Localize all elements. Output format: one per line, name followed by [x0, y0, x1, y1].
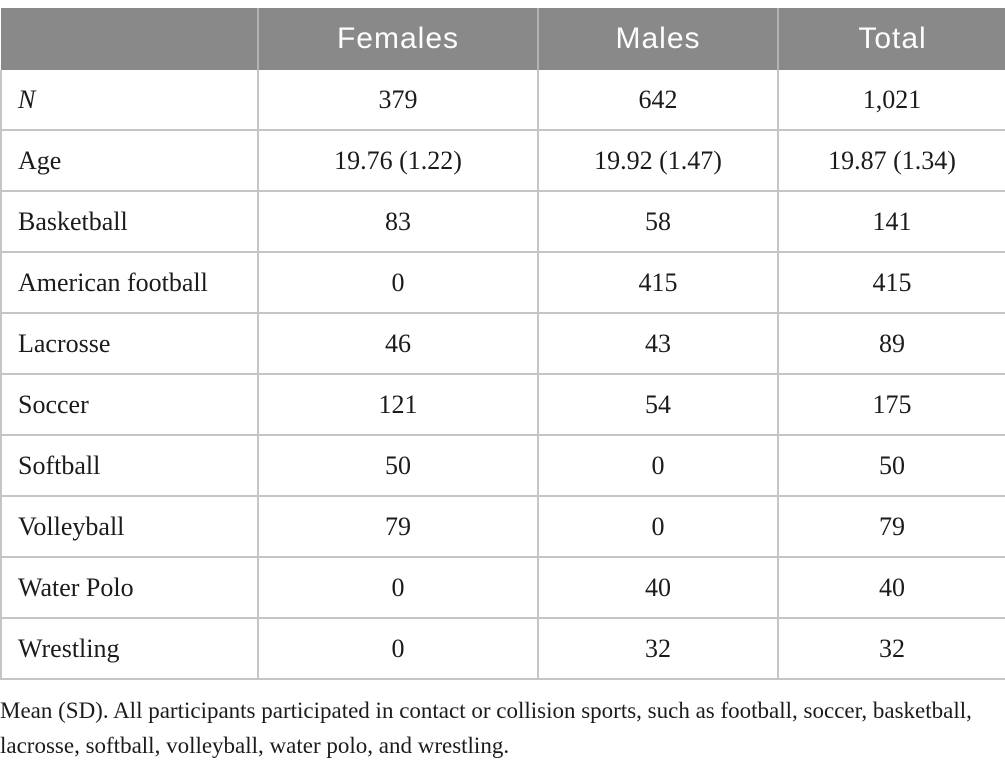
- header-cell-total: Total: [777, 8, 1005, 70]
- row-label: Lacrosse: [0, 312, 259, 375]
- cell-females: 50: [257, 434, 539, 497]
- row-label: Soccer: [0, 373, 259, 436]
- cell-total: 175: [777, 373, 1005, 436]
- row-label: Wrestling: [0, 617, 259, 680]
- row-label: American football: [0, 251, 259, 314]
- cell-females: 19.76 (1.22): [257, 129, 539, 192]
- cell-males: 415: [537, 251, 779, 314]
- cell-total: 32: [777, 617, 1005, 680]
- row-label: Volleyball: [0, 495, 259, 558]
- cell-females: 379: [257, 70, 539, 131]
- cell-males: 642: [537, 70, 779, 131]
- header-cell-blank: [1, 8, 258, 70]
- cell-males: 0: [537, 434, 779, 497]
- cell-males: 54: [537, 373, 779, 436]
- table-row-volleyball: Volleyball 79 0 79: [0, 495, 1005, 558]
- cell-total: 1,021: [777, 70, 1005, 131]
- cell-females: 0: [257, 556, 539, 619]
- table-row-water-polo: Water Polo 0 40 40: [0, 556, 1005, 619]
- cell-total: 89: [777, 312, 1005, 375]
- row-label: N: [0, 70, 259, 131]
- cell-females: 0: [257, 617, 539, 680]
- table-row-softball: Softball 50 0 50: [0, 434, 1005, 497]
- cell-males: 40: [537, 556, 779, 619]
- cell-females: 83: [257, 190, 539, 253]
- cell-males: 0: [537, 495, 779, 558]
- cell-males: 43: [537, 312, 779, 375]
- table-row-soccer: Soccer 121 54 175: [0, 373, 1005, 436]
- cell-total: 141: [777, 190, 1005, 253]
- table-row-basketball: Basketball 83 58 141: [0, 190, 1005, 253]
- cell-total: 79: [777, 495, 1005, 558]
- table-row-american-football: American football 0 415 415: [0, 251, 1005, 314]
- table-row-wrestling: Wrestling 0 32 32: [0, 617, 1005, 680]
- cell-females: 0: [257, 251, 539, 314]
- row-label: Softball: [0, 434, 259, 497]
- table-row-lacrosse: Lacrosse 46 43 89: [0, 312, 1005, 375]
- demographics-table: Females Males Total N 379 642 1,021 Age …: [0, 8, 1005, 680]
- cell-total: 40: [777, 556, 1005, 619]
- cell-females: 79: [257, 495, 539, 558]
- cell-males: 19.92 (1.47): [537, 129, 779, 192]
- row-label: Age: [0, 129, 259, 192]
- cell-females: 46: [257, 312, 539, 375]
- cell-total: 19.87 (1.34): [777, 129, 1005, 192]
- cell-total: 50: [777, 434, 1005, 497]
- table-row-n: N 379 642 1,021: [0, 70, 1005, 131]
- row-label: Basketball: [0, 190, 259, 253]
- cell-males: 58: [537, 190, 779, 253]
- row-label: Water Polo: [0, 556, 259, 619]
- cell-total: 415: [777, 251, 1005, 314]
- table-header-row: Females Males Total: [1, 8, 1005, 70]
- cell-females: 121: [257, 373, 539, 436]
- cell-males: 32: [537, 617, 779, 680]
- table-row-age: Age 19.76 (1.22) 19.92 (1.47) 19.87 (1.3…: [0, 129, 1005, 192]
- table-footnote: Mean (SD). All participants participated…: [0, 698, 972, 758]
- header-cell-males: Males: [537, 8, 778, 70]
- header-cell-females: Females: [257, 8, 538, 70]
